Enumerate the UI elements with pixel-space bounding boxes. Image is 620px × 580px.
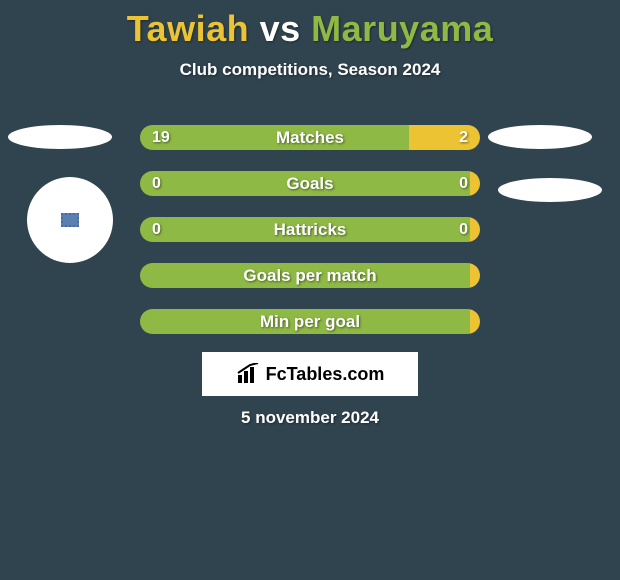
player2-name: Maruyama <box>311 8 493 49</box>
source-logo: FcTables.com <box>236 363 385 385</box>
subtitle: Club competitions, Season 2024 <box>0 60 620 80</box>
stat-row: Goals00 <box>140 171 480 196</box>
decor-ellipse-top-right <box>488 125 592 149</box>
source-logo-text: FcTables.com <box>266 364 385 385</box>
stat-bar-right <box>470 263 480 288</box>
stat-row: Goals per match <box>140 263 480 288</box>
comparison-title: Tawiah vs Maruyama <box>0 0 620 50</box>
stat-bar-left <box>140 263 470 288</box>
stat-row: Matches192 <box>140 125 480 150</box>
player1-name: Tawiah <box>127 8 249 49</box>
stat-bar-left <box>140 309 470 334</box>
decor-ellipse-top-left <box>8 125 112 149</box>
source-logo-box: FcTables.com <box>202 352 418 396</box>
stat-row: Hattricks00 <box>140 217 480 242</box>
vs-text: vs <box>260 8 301 49</box>
stat-bar-right <box>470 171 480 196</box>
stat-bar-right <box>470 309 480 334</box>
stat-bar-right <box>409 125 480 150</box>
stat-bar-left <box>140 125 409 150</box>
stat-bar-left <box>140 171 470 196</box>
stat-rows: Matches192 Goals00 Hattricks00 Goals per ma… <box>140 125 480 355</box>
player-badge-circle <box>27 177 113 263</box>
chart-icon <box>236 363 262 385</box>
stat-row: Min per goal <box>140 309 480 334</box>
decor-ellipse-mid-right <box>498 178 602 202</box>
date-text: 5 november 2024 <box>0 408 620 428</box>
stat-bar-left <box>140 217 470 242</box>
stat-bar-right <box>470 217 480 242</box>
badge-icon <box>61 213 79 227</box>
